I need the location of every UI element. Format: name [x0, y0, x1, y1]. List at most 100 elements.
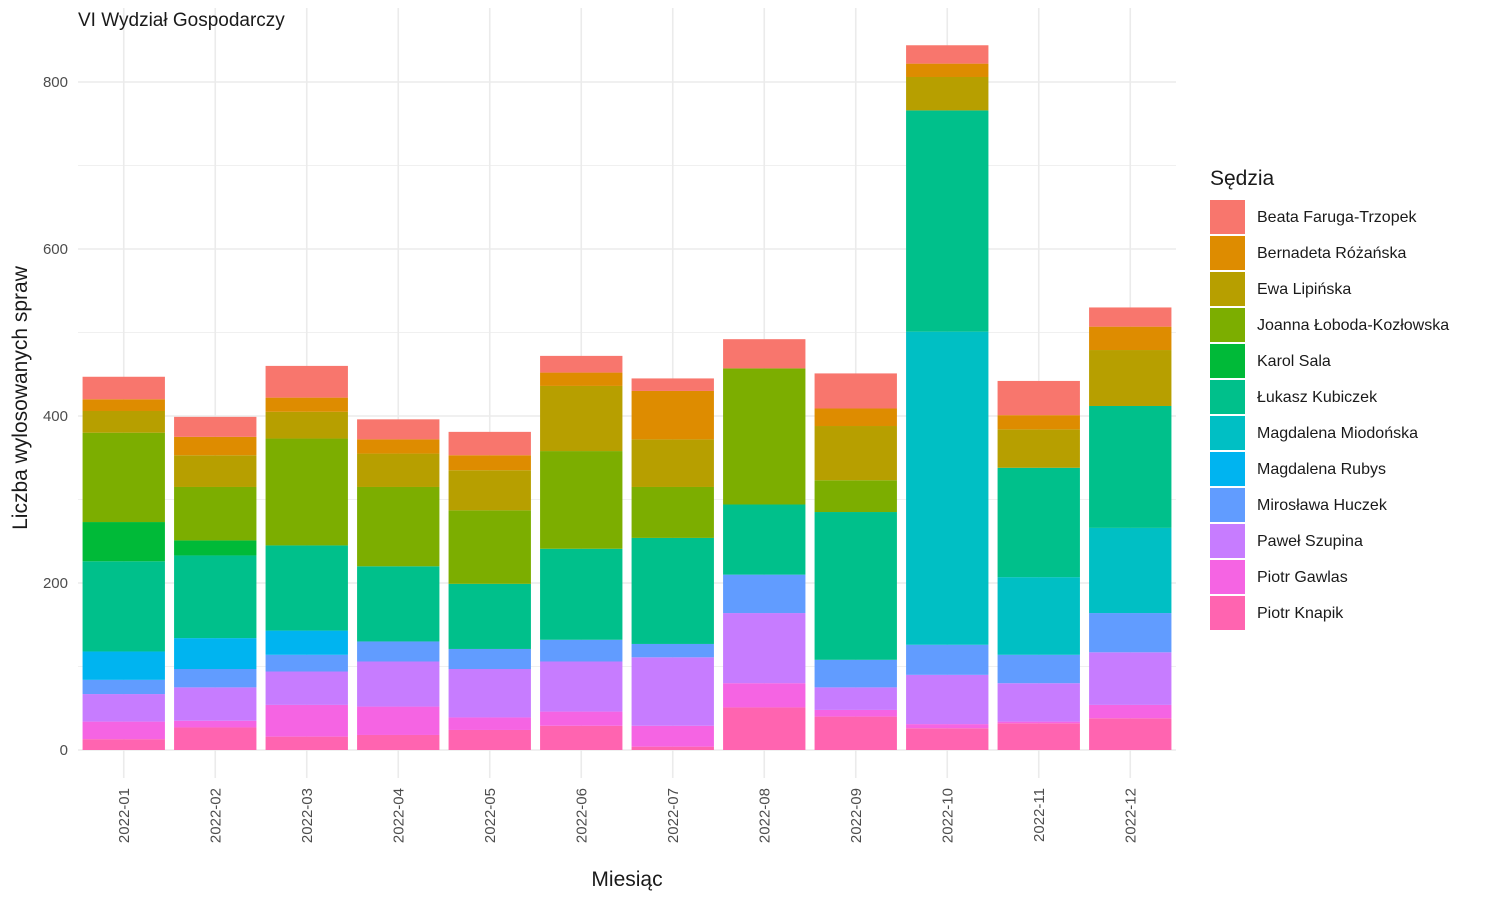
x-tick-label: 2022-09 — [848, 788, 865, 843]
bar-segment — [265, 411, 348, 439]
bar-segment — [631, 486, 714, 538]
bar-segment — [906, 644, 989, 675]
bar-segment — [82, 410, 165, 433]
legend-label: Łukasz Kubiczek — [1257, 389, 1378, 406]
x-tick-label: 2022-07 — [665, 788, 682, 843]
bar-segment — [906, 331, 989, 645]
bar-segment — [82, 739, 165, 750]
bar-segment — [631, 439, 714, 487]
bar-segment — [631, 537, 714, 644]
bar-segment — [540, 451, 623, 549]
bar-segment — [448, 455, 531, 471]
bar-segment — [174, 687, 257, 721]
x-tick-label: 2022-01 — [116, 788, 133, 843]
bar-segment — [540, 639, 623, 662]
legend-key — [1210, 344, 1245, 378]
bar-segment — [997, 721, 1080, 724]
bar-segment — [265, 397, 348, 412]
bars — [82, 45, 1172, 750]
legend: Sędzia Beata Faruga-Trzopek Bernadeta Róż… — [1210, 167, 1449, 630]
bar-segment — [82, 561, 165, 652]
legend-label: Magdalena Rubys — [1257, 461, 1386, 478]
bar-segment — [265, 438, 348, 546]
bar-segment — [174, 555, 257, 639]
bar-segment — [1089, 652, 1172, 705]
bar-segment — [906, 110, 989, 332]
bar-segment — [814, 373, 897, 409]
legend-key — [1210, 380, 1245, 414]
bar-segment — [265, 630, 348, 655]
x-tick-label: 2022-05 — [482, 788, 499, 843]
bar-segment — [540, 548, 623, 640]
legend-key — [1210, 272, 1245, 306]
y-tick-label: 600 — [43, 241, 68, 258]
bar-segment — [997, 654, 1080, 684]
y-axis-title: Liczba wylosowanych spraw — [9, 265, 32, 530]
bar-segment — [448, 431, 531, 456]
bar-segment — [631, 378, 714, 391]
bar-segment — [448, 717, 531, 730]
bar-segment — [631, 643, 714, 658]
bar-segment — [540, 725, 623, 750]
bar-segment — [1089, 718, 1172, 750]
bar-segment — [265, 654, 348, 672]
bar-segment — [814, 716, 897, 750]
bar-segment — [814, 426, 897, 481]
bar-segment — [723, 613, 806, 684]
bar-segment — [448, 729, 531, 750]
bar-segment — [174, 486, 257, 541]
bar-segment — [174, 455, 257, 487]
bar-segment — [906, 674, 989, 725]
bar-segment — [723, 368, 806, 505]
bar-segment — [357, 566, 440, 642]
bar-segment — [723, 683, 806, 708]
bar-segment — [82, 399, 165, 411]
bar-segment — [906, 63, 989, 77]
bar-segment — [906, 728, 989, 750]
bar-segment — [448, 669, 531, 718]
bar-segment — [540, 355, 623, 373]
bar-segment — [357, 419, 440, 440]
bar-segment — [1089, 704, 1172, 719]
bar-segment — [174, 540, 257, 556]
bar-segment — [174, 638, 257, 670]
bar-segment — [82, 522, 165, 562]
bar-segment — [1089, 527, 1172, 614]
bar-segment — [357, 661, 440, 707]
bar-segment — [448, 648, 531, 670]
x-tick-label: 2022-12 — [1122, 788, 1139, 843]
bar-segment — [357, 706, 440, 735]
bar-segment — [174, 416, 257, 437]
bar-segment — [997, 467, 1080, 578]
bar-segment — [631, 390, 714, 440]
bar-segment — [265, 704, 348, 737]
bar-segment — [814, 709, 897, 717]
legend-key — [1210, 524, 1245, 558]
bar-segment — [357, 486, 440, 567]
bar-segment — [357, 641, 440, 662]
y-tick-label: 200 — [43, 575, 68, 592]
bar-segment — [540, 661, 623, 712]
bar-segment — [82, 721, 165, 740]
legend-key — [1210, 596, 1245, 630]
legend-label: Piotr Knapik — [1257, 605, 1344, 622]
bar-segment — [448, 583, 531, 649]
legend-title: Sędzia — [1210, 167, 1275, 190]
legend-label: Magdalena Miodońska — [1257, 425, 1418, 442]
bar-segment — [82, 432, 165, 523]
x-axis-title: Miesiąc — [591, 868, 662, 891]
y-tick-labels: 0 200 400 600 800 — [43, 74, 68, 759]
y-tick-label: 0 — [60, 742, 68, 759]
legend-key — [1210, 560, 1245, 594]
bar-segment — [997, 380, 1080, 416]
bar-segment — [723, 574, 806, 614]
x-tick-label: 2022-04 — [390, 788, 407, 843]
bar-segment — [540, 385, 623, 452]
x-tick-label: 2022-10 — [939, 788, 956, 843]
bar-segment — [448, 470, 531, 511]
bar-segment — [814, 408, 897, 427]
bar-segment — [631, 657, 714, 726]
bar-segment — [814, 687, 897, 710]
bar-segment — [997, 723, 1080, 750]
x-tick-label: 2022-11 — [1031, 788, 1048, 842]
